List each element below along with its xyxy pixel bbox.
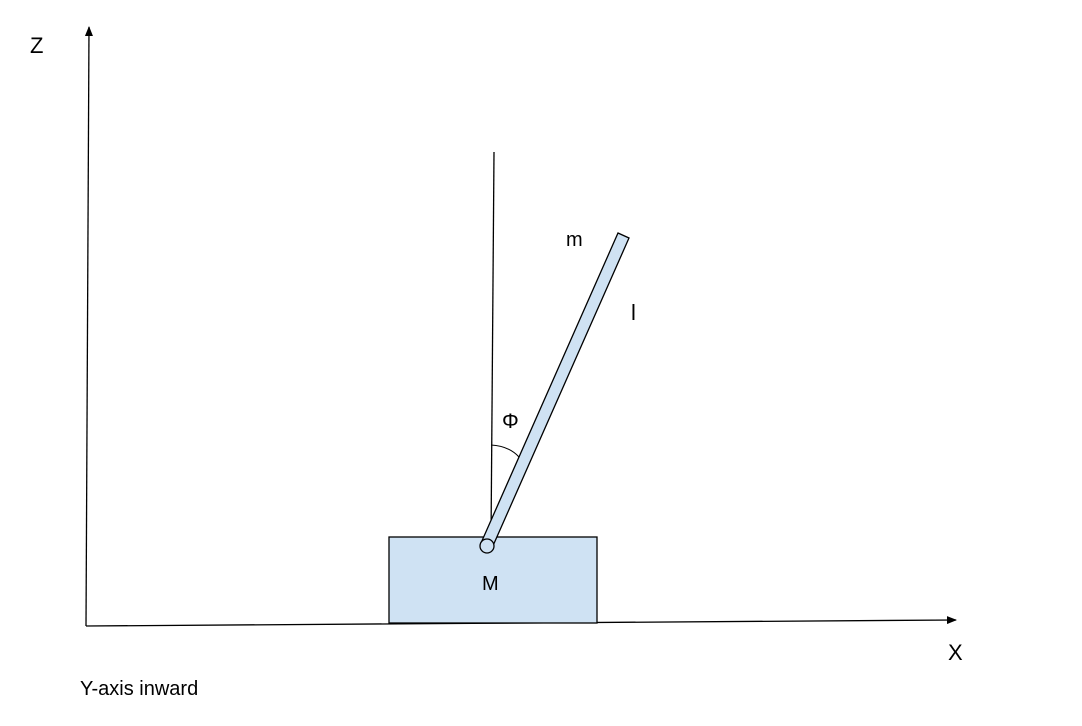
cart-box xyxy=(388,536,598,624)
pendulum-length-label: l xyxy=(631,300,636,325)
vertical-reference-line xyxy=(490,151,495,541)
angle-arc xyxy=(490,444,520,458)
angle-label: Φ xyxy=(502,410,519,433)
pendulum-mass-label: m xyxy=(566,229,583,251)
pendulum-rod xyxy=(480,232,630,549)
cart-mass-label: M xyxy=(482,573,499,595)
z-axis-label: Z xyxy=(30,33,43,58)
x-axis-label: X xyxy=(948,640,963,665)
y-axis-note: Y-axis inward xyxy=(80,678,198,700)
pivot-joint xyxy=(479,538,495,554)
z-axis xyxy=(84,26,93,627)
